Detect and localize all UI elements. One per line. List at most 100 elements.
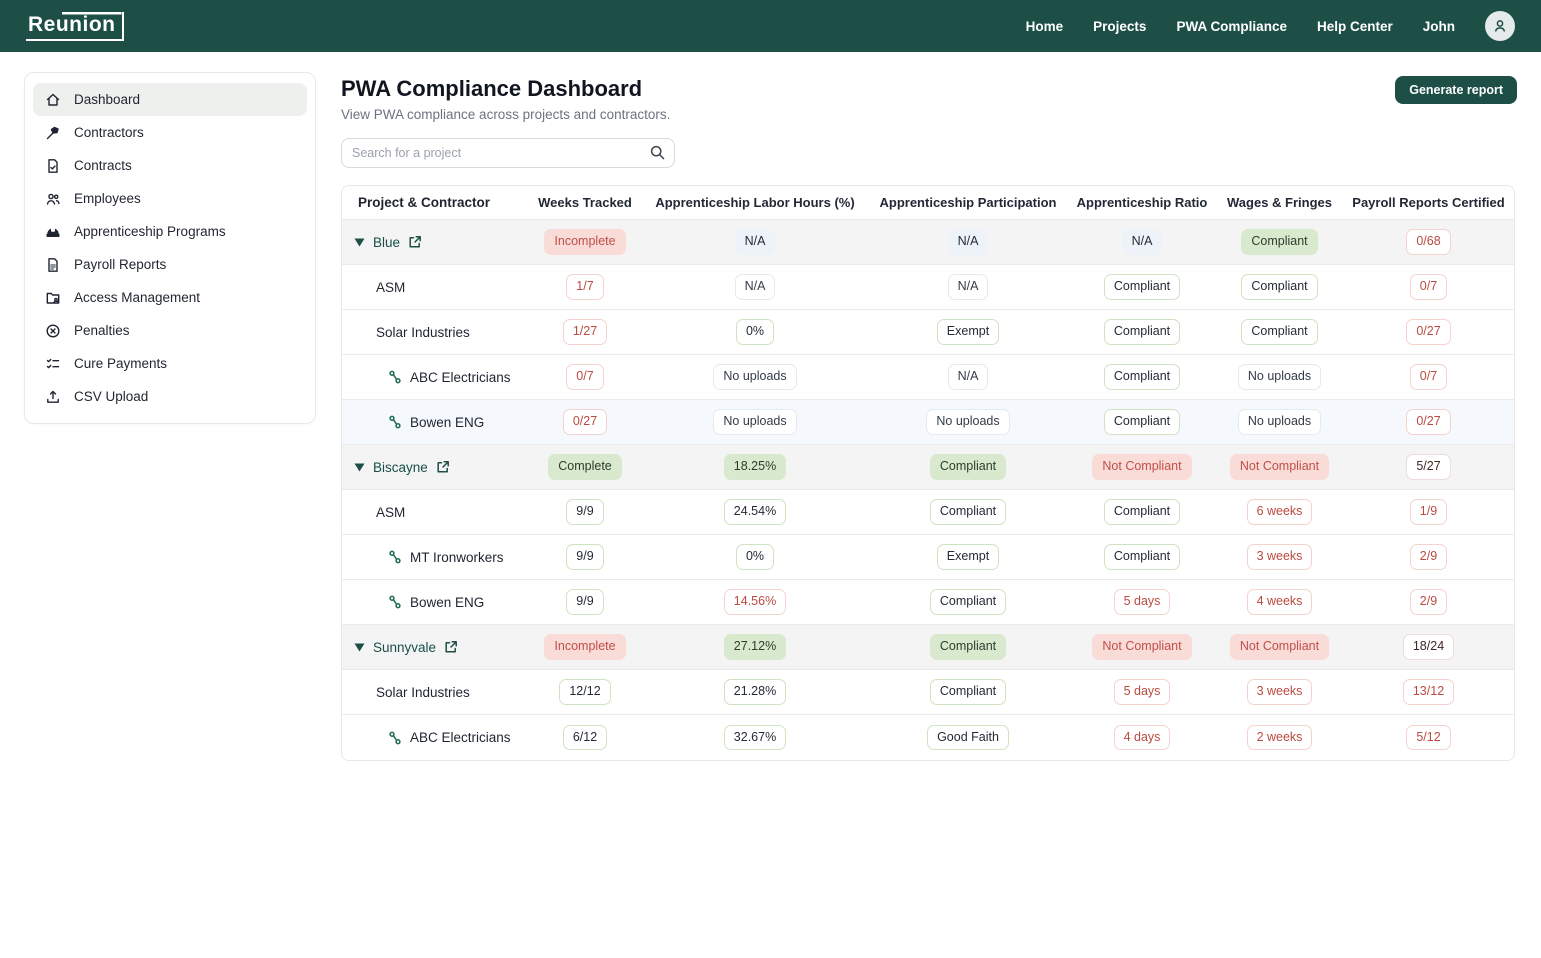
status-cell: N/A: [642, 265, 868, 309]
status-badge: 5/27: [1406, 454, 1451, 480]
status-badge: N/A: [947, 274, 989, 300]
collapse-triangle-icon[interactable]: [354, 238, 365, 247]
status-cell: 0/27: [1343, 400, 1514, 444]
status-badge: Not Compliant: [1229, 634, 1330, 660]
status-badge: Compliant: [1103, 544, 1181, 570]
subcontractor-link-icon: [389, 415, 401, 429]
status-badge: Not Compliant: [1092, 454, 1192, 480]
status-cell: N/A: [1068, 220, 1216, 264]
status-cell: 4 weeks: [1216, 580, 1343, 624]
sidebar-item-dashboard[interactable]: Dashboard: [33, 83, 307, 116]
status-cell: Good Faith: [868, 715, 1068, 760]
status-badge: Compliant: [929, 679, 1007, 705]
status-cell: 32.67%: [642, 715, 868, 760]
status-badge: 12/12: [559, 679, 611, 705]
nav-link-projects[interactable]: Projects: [1093, 18, 1147, 34]
status-cell: Compliant: [868, 490, 1068, 534]
table-header-row: Project & Contractor Weeks Tracked Apprent…: [342, 186, 1514, 220]
project-row[interactable]: Blue Incomplete N/A N/A N/A Compliant 0/68: [342, 220, 1514, 265]
status-cell: Not Compliant: [1068, 445, 1216, 489]
status-badge: Compliant: [1103, 319, 1181, 345]
status-badge: Compliant: [929, 589, 1007, 615]
status-cell: 5 days: [1068, 580, 1216, 624]
project-row[interactable]: Biscayne Complete 18.25% Compliant Not Compl…: [342, 445, 1514, 490]
sidebar-item-contracts[interactable]: Contracts: [33, 149, 307, 182]
home-icon: [46, 93, 60, 106]
external-link-icon[interactable]: [408, 235, 422, 249]
status-cell: 2 weeks: [1216, 715, 1343, 760]
status-cell: Compliant: [1216, 220, 1343, 264]
status-cell: Compliant: [1216, 265, 1343, 309]
top-navbar: Reunion Home Projects PWA Compliance Help C…: [0, 0, 1541, 52]
status-cell: N/A: [642, 220, 868, 264]
status-cell: Compliant: [1068, 355, 1216, 399]
reunion-logo: Reunion: [26, 11, 124, 41]
status-badge: N/A: [734, 274, 776, 300]
status-badge: No uploads: [1237, 364, 1322, 390]
status-cell: 2/9: [1343, 580, 1514, 624]
project-name[interactable]: Blue: [373, 234, 401, 250]
subcontractor-row: Bowen ENG 9/9 14.56% Compliant 5 days 4 weeks…: [342, 580, 1514, 625]
collapse-triangle-icon[interactable]: [354, 463, 365, 472]
people-icon: [46, 193, 60, 205]
status-cell: 2/9: [1343, 535, 1514, 579]
contractor-row: Solar Industries 12/12 21.28% Compliant 5 da…: [342, 670, 1514, 715]
project-row[interactable]: Sunnyvale Incomplete 27.12% Compliant Not Co…: [342, 625, 1514, 670]
status-badge: Complete: [548, 454, 622, 480]
name-cell: Bowen ENG: [342, 580, 528, 624]
status-badge: 2 weeks: [1246, 724, 1313, 751]
sidebar-item-employees[interactable]: Employees: [33, 182, 307, 215]
sidebar-item-apprenticeship-programs[interactable]: Apprenticeship Programs: [33, 215, 307, 248]
upload-icon: [47, 390, 59, 403]
status-cell: Compliant: [868, 580, 1068, 624]
status-cell: 24.54%: [642, 490, 868, 534]
contractor-name: Solar Industries: [376, 684, 470, 700]
status-badge: 4 weeks: [1246, 589, 1313, 615]
navbar-user-name[interactable]: John: [1422, 18, 1455, 34]
external-link-icon[interactable]: [444, 640, 458, 654]
project-name[interactable]: Biscayne: [373, 459, 428, 475]
status-cell: 5/27: [1343, 445, 1514, 489]
contractor-name: Solar Industries: [376, 324, 470, 340]
sidebar-item-label: Contracts: [74, 158, 132, 173]
name-cell: ASM: [342, 265, 528, 309]
collapse-triangle-icon[interactable]: [354, 643, 365, 652]
sidebar-item-csv-upload[interactable]: CSV Upload: [33, 380, 307, 413]
report-icon: [48, 257, 58, 272]
nav-link-home[interactable]: Home: [1025, 18, 1064, 34]
sidebar-item-cure-payments[interactable]: Cure Payments: [33, 347, 307, 380]
status-cell: Compliant: [1068, 490, 1216, 534]
search-icon[interactable]: [649, 144, 666, 161]
status-cell: 0%: [642, 535, 868, 579]
nav-link-help-center[interactable]: Help Center: [1316, 18, 1393, 34]
sidebar-item-label: Employees: [74, 191, 141, 206]
search-input[interactable]: [341, 138, 675, 168]
status-cell: 0/7: [1343, 265, 1514, 309]
sidebar-item-access-management[interactable]: Access Management: [33, 281, 307, 314]
status-badge: Not Compliant: [1229, 454, 1330, 480]
status-cell: 6/12: [528, 715, 642, 760]
status-cell: 6 weeks: [1216, 490, 1343, 534]
status-badge: 1/7: [566, 274, 604, 300]
status-badge: No uploads: [1237, 409, 1322, 435]
external-link-icon[interactable]: [436, 460, 450, 474]
nav-link-pwa-compliance[interactable]: PWA Compliance: [1176, 18, 1287, 34]
sidebar-item-contractors[interactable]: Contractors: [33, 116, 307, 149]
contractor-name: ASM: [376, 279, 406, 295]
subcontractor-row: MT Ironworkers 9/9 0% Exempt Compliant 3 week…: [342, 535, 1514, 580]
project-name[interactable]: Sunnyvale: [373, 639, 437, 655]
status-badge: 14.56%: [723, 589, 787, 615]
generate-report-button[interactable]: Generate report: [1395, 76, 1517, 104]
avatar[interactable]: [1485, 11, 1515, 41]
subcontractor-row: ABC Electricians 0/7 No uploads N/A Complian…: [342, 355, 1514, 400]
sidebar-item-label: Access Management: [74, 290, 201, 305]
subcontractor-name: ABC Electricians: [410, 730, 511, 745]
status-badge: 0/7: [566, 364, 604, 390]
name-cell: MT Ironworkers: [342, 535, 528, 579]
status-badge: 5 days: [1113, 679, 1171, 705]
sidebar-item-payroll-reports[interactable]: Payroll Reports: [33, 248, 307, 281]
status-badge: Compliant: [1241, 274, 1318, 300]
status-badge: N/A: [947, 229, 989, 255]
status-cell: No uploads: [1216, 400, 1343, 444]
sidebar-item-penalties[interactable]: Penalties: [33, 314, 307, 347]
